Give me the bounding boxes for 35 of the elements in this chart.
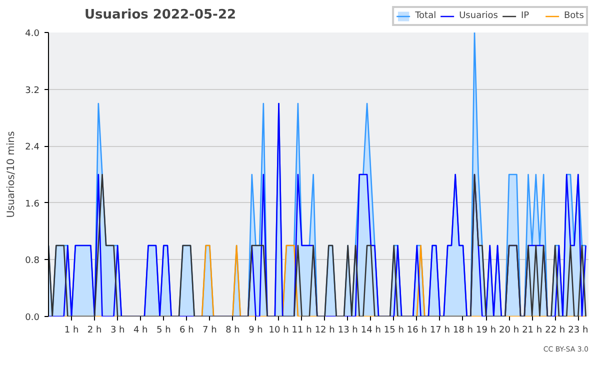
x-tick-label: 4 h	[133, 326, 148, 336]
x-tick-label: 15 h	[384, 326, 404, 336]
y-tick-label: 4.0	[25, 29, 40, 39]
legend-label: Bots	[564, 10, 584, 22]
x-tick-label: 14 h	[360, 326, 381, 336]
x-tick-label: 6 h	[180, 326, 194, 336]
x-tick-label: 16 h	[406, 326, 427, 336]
x-tick-label: 9 h	[248, 326, 263, 336]
y-tick-label: 2.4	[25, 142, 40, 153]
x-tick-label: 11 h	[292, 326, 312, 336]
x-tick-label: 2 h	[87, 326, 102, 336]
y-tick-label: 1.6	[25, 199, 40, 210]
legend-label: Usuarios	[459, 10, 498, 22]
x-tick-label: 3 h	[110, 326, 125, 336]
y-tick-label: 0.0	[25, 313, 40, 323]
x-tick-label: 19 h	[476, 326, 496, 336]
x-tick-label: 10 h	[268, 326, 289, 336]
x-tick-label: 20 h	[499, 326, 520, 336]
x-tick-label: 23 h	[568, 326, 588, 336]
x-tick-label: 1 h	[64, 326, 79, 336]
chart-title: Usuarios 2022-05-22	[84, 8, 236, 22]
x-tick-label: 7 h	[202, 326, 217, 336]
legend-label: Total	[415, 10, 436, 22]
y-tick-label: 0.8	[25, 256, 40, 266]
legend-label: IP	[521, 10, 530, 22]
x-tick-label: 8 h	[226, 326, 240, 336]
x-tick-label: 13 h	[338, 326, 358, 336]
y-axis-title: Usuarios/10 mins	[6, 131, 18, 218]
x-tick-label: 12 h	[314, 326, 335, 336]
y-tick-label: 3.2	[25, 86, 40, 96]
x-tick-label: 5 h	[156, 326, 171, 336]
x-tick-label: 22 h	[545, 326, 566, 336]
x-tick-label: 18 h	[452, 326, 474, 336]
x-tick-label: 21 h	[522, 326, 542, 336]
x-tick-label: 17 h	[430, 326, 450, 336]
